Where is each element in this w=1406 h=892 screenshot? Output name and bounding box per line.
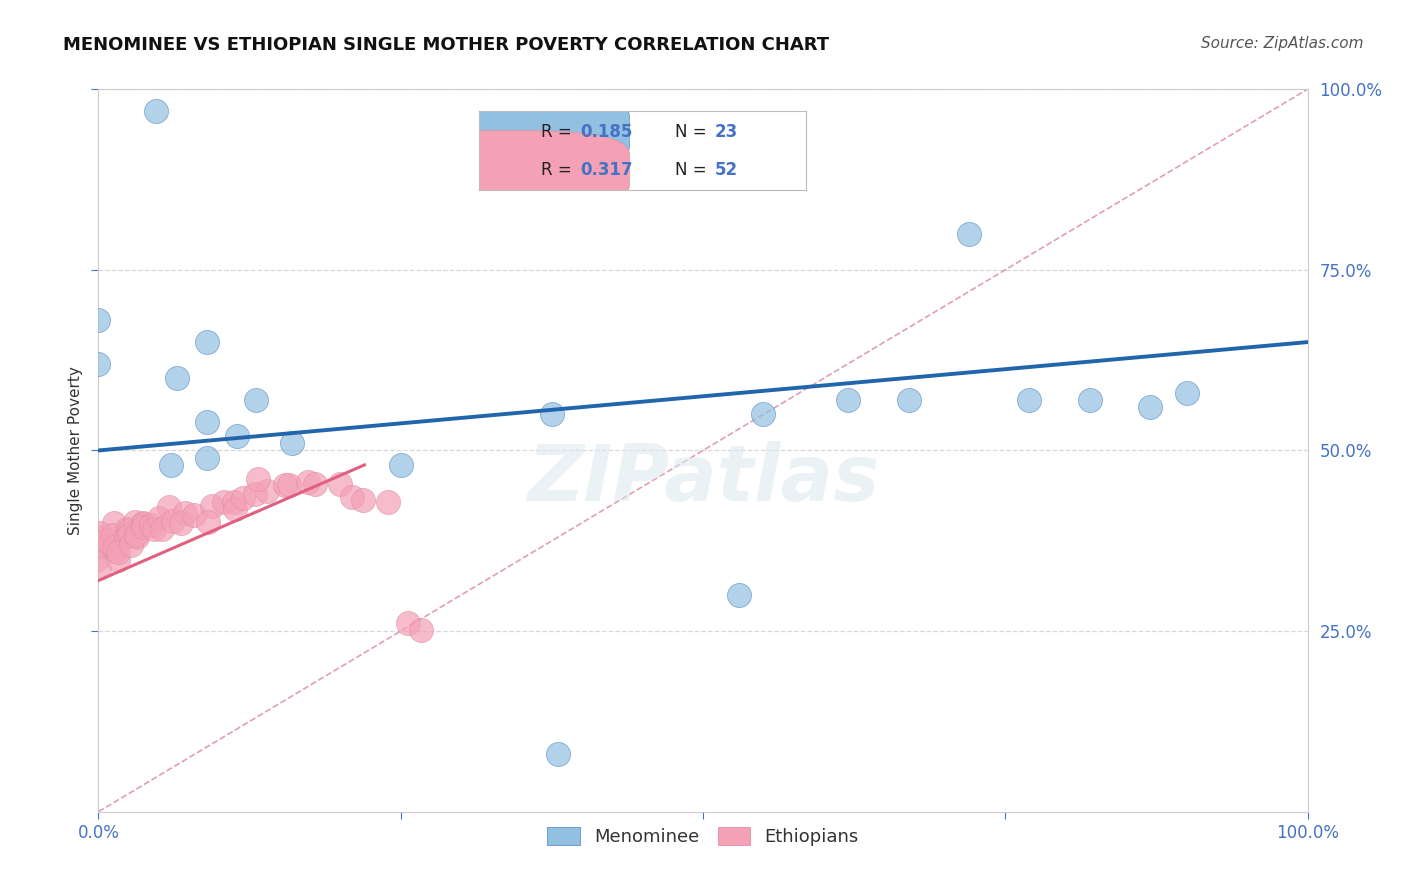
Point [1078,392,1101,407]
Point [212,495,235,509]
Point [195,334,218,349]
Point [84,529,107,543]
Point [226,429,249,443]
Point [183,508,205,522]
Point [132,517,155,532]
Point [143,522,166,536]
Point [127,530,149,544]
Point [245,392,267,407]
Point [243,487,266,501]
Point [115,522,138,536]
Point [89,525,111,540]
Point [728,588,751,602]
Point [222,495,245,509]
Point [837,392,859,407]
Point [124,515,146,529]
Point [304,477,326,491]
Point [166,371,188,385]
Point [224,502,246,516]
Point [87,560,110,574]
Point [162,514,184,528]
Point [97,537,120,551]
Point [107,553,129,567]
Point [107,544,129,558]
Point [150,522,173,536]
Text: Source: ZipAtlas.com: Source: ZipAtlas.com [1201,36,1364,51]
Point [547,747,569,761]
Point [160,458,183,472]
Point [94,533,117,547]
Point [101,528,124,542]
Point [139,518,162,533]
Point [297,475,319,490]
Point [281,436,304,450]
Point [103,540,125,554]
Point [148,511,170,525]
Y-axis label: Single Mother Poverty: Single Mother Poverty [67,366,83,535]
Point [328,477,350,491]
Point [170,516,193,530]
Point [246,472,269,486]
Point [90,540,112,554]
Point [377,494,399,508]
Point [352,493,374,508]
Point [957,227,980,241]
Point [409,624,432,638]
Point [277,478,299,492]
Point [340,490,363,504]
Point [897,392,920,407]
Point [256,484,278,499]
Point [118,523,141,537]
Point [232,491,254,506]
Point [1139,400,1161,414]
Point [752,407,775,421]
Point [115,530,138,544]
Text: ZIPatlas: ZIPatlas [527,442,879,517]
Point [118,528,141,542]
Point [197,515,219,529]
Point [174,506,197,520]
Point [103,516,125,531]
Point [1018,392,1040,407]
Point [84,553,107,567]
Point [87,313,110,327]
Point [540,407,562,421]
Point [132,516,155,530]
Point [157,500,180,515]
Point [132,520,155,534]
Text: MENOMINEE VS ETHIOPIAN SINGLE MOTHER POVERTY CORRELATION CHART: MENOMINEE VS ETHIOPIAN SINGLE MOTHER POV… [63,36,830,54]
Point [396,616,419,631]
Point [120,538,142,552]
Point [195,415,218,429]
Point [87,357,110,371]
Point [125,528,148,542]
Legend: Menominee, Ethiopians: Menominee, Ethiopians [540,820,866,854]
Point [389,458,412,472]
Point [1175,385,1198,400]
Point [273,477,295,491]
Point [195,450,218,465]
Point [201,499,224,513]
Point [104,544,127,558]
Point [145,103,167,118]
